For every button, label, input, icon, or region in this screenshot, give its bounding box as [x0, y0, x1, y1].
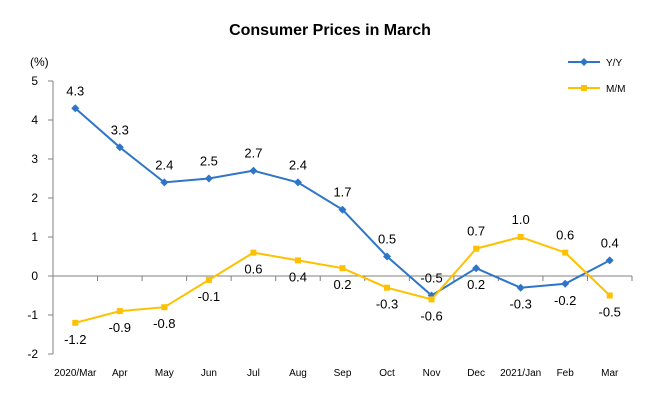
- data-label: 0.2: [333, 277, 351, 292]
- y-tick-label: 3: [31, 152, 38, 166]
- data-label: 2.4: [289, 157, 307, 172]
- data-label: -0.8: [153, 316, 175, 331]
- data-labels-0: 4.3 3.3 2.4 2.5 2.7 2.4 1.7 0.5 -0.5 0.2 -0.3 -0.2 0…: [66, 83, 619, 311]
- data-label: -0.5: [420, 271, 442, 286]
- data-label: 0.4: [601, 235, 619, 250]
- data-label: 0.5: [378, 232, 396, 247]
- data-point: [581, 85, 587, 91]
- x-tick-label: Aug: [289, 368, 307, 379]
- x-tick-label: May: [155, 368, 174, 379]
- data-point: [249, 166, 258, 175]
- data-point: [428, 296, 435, 303]
- y-axis-unit-label: (%): [30, 55, 49, 69]
- legend-label: Y/Y: [606, 58, 622, 69]
- data-label: -0.1: [198, 289, 220, 304]
- data-point: [384, 284, 391, 291]
- legend-item: Y/Y: [568, 58, 622, 69]
- data-point: [605, 256, 614, 265]
- x-tick-label: Apr: [112, 368, 128, 379]
- data-point: [71, 104, 80, 113]
- data-label: 3.3: [111, 122, 129, 137]
- y-tick-label: 0: [31, 269, 38, 283]
- series-layer: 4.3 3.3 2.4 2.5 2.7 2.4 1.7 0.5 -0.5 0.2 -0.3 -0.2 0…: [64, 83, 621, 347]
- x-tick-label: 2020/Mar: [54, 368, 97, 379]
- data-label: 1.7: [333, 185, 351, 200]
- data-label: -0.5: [599, 305, 621, 320]
- data-point: [562, 249, 569, 256]
- data-point: [473, 245, 480, 252]
- data-point: [339, 265, 346, 272]
- axes: -2 -1 0 1 2 3 4 5 2020/Mar Apr May Jun Jul Aug Sep Oct N…: [27, 74, 633, 379]
- data-label: 0.6: [244, 262, 262, 277]
- x-tick-label: Sep: [334, 368, 352, 379]
- data-label: -0.2: [554, 293, 576, 308]
- data-point: [160, 178, 169, 187]
- data-point: [205, 276, 212, 283]
- y-tick-label: 5: [31, 74, 38, 88]
- data-point: [294, 257, 301, 264]
- data-point: [116, 308, 123, 315]
- data-label: 2.7: [244, 146, 262, 161]
- data-point: [383, 252, 392, 261]
- data-label: -1.2: [64, 332, 86, 347]
- data-label: -0.9: [109, 320, 131, 335]
- data-label: 0.7: [467, 224, 485, 239]
- data-point: [606, 292, 613, 299]
- x-tick-label: Jun: [201, 368, 217, 379]
- data-point: [161, 304, 168, 311]
- data-point: [561, 279, 570, 288]
- x-tick-label: Nov: [423, 368, 441, 379]
- y-tick-label: -2: [27, 347, 38, 361]
- data-label: -0.6: [420, 308, 442, 323]
- data-label: 0.2: [467, 277, 485, 292]
- data-label: -0.3: [509, 297, 531, 312]
- data-label: 4.3: [66, 83, 84, 98]
- data-point: [115, 143, 124, 152]
- legend-item: M/M: [568, 84, 625, 95]
- legend: Y/Y M/M: [568, 58, 625, 95]
- data-point: [204, 174, 213, 183]
- y-tick-label: 2: [31, 191, 38, 205]
- x-tick-label: Mar: [601, 368, 619, 379]
- series-m-m: [72, 234, 613, 326]
- chart-title: Consumer Prices in March: [229, 22, 431, 39]
- data-point: [472, 264, 481, 273]
- data-point: [516, 283, 525, 292]
- y-tick-label: -1: [27, 308, 38, 322]
- data-point: [250, 249, 257, 256]
- data-label: 0.6: [556, 228, 574, 243]
- legend-label: M/M: [606, 84, 625, 95]
- y-tick-label: 1: [31, 230, 38, 244]
- data-label: 0.4: [289, 269, 307, 284]
- data-point: [517, 234, 524, 240]
- y-tick-label: 4: [31, 113, 38, 127]
- x-tick-label: Feb: [557, 368, 575, 379]
- x-tick-label: 2021/Jan: [500, 368, 541, 379]
- data-labels-1: -1.2 -0.9 -0.8 -0.1 0.6 0.4 0.2 -0.3 -0.6 0.7 1.0 0…: [64, 212, 621, 347]
- data-point: [72, 319, 79, 326]
- data-label: 2.4: [155, 157, 173, 172]
- data-label: 2.5: [200, 154, 218, 169]
- data-label: 1.0: [512, 212, 530, 227]
- x-tick-label: Oct: [379, 368, 395, 379]
- data-point: [580, 58, 588, 66]
- data-label: -0.3: [376, 297, 398, 312]
- x-tick-label: Dec: [467, 368, 485, 379]
- data-point: [338, 205, 347, 214]
- x-tick-label: Jul: [247, 368, 260, 379]
- data-point: [293, 178, 302, 187]
